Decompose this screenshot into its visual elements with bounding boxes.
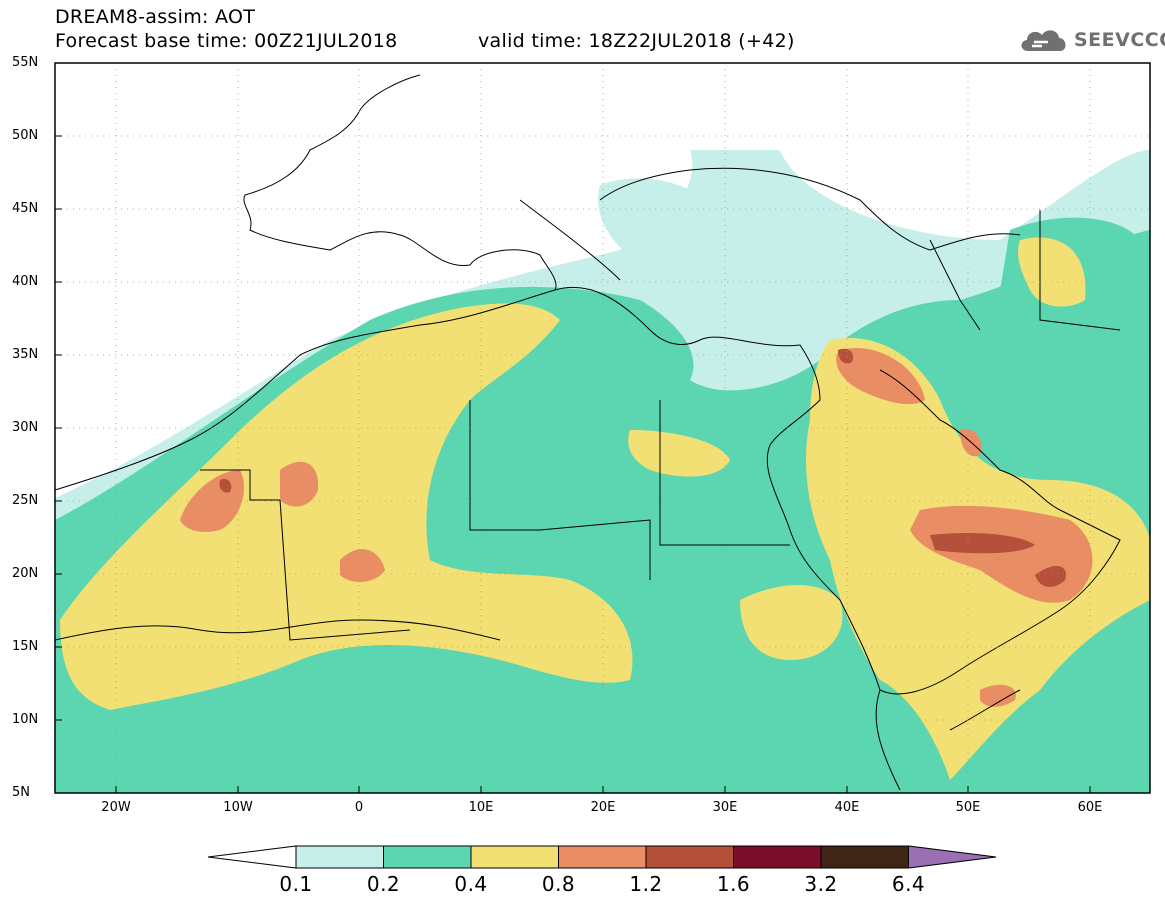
colorbar-swatch bbox=[295, 845, 384, 869]
colorbar-level-label: 0.4 bbox=[454, 872, 488, 896]
lat-label: 20N bbox=[12, 566, 39, 581]
lat-label: 30N bbox=[12, 420, 39, 435]
lat-label: 35N bbox=[12, 347, 39, 362]
logo-text: SEEVCCC bbox=[1074, 29, 1165, 51]
aot-field bbox=[55, 74, 1150, 793]
colorbar-swatch bbox=[733, 845, 822, 869]
colorbar-swatch bbox=[470, 845, 559, 869]
colorbar-level-label: 0.2 bbox=[366, 872, 401, 896]
lat-label: 15N bbox=[12, 639, 39, 654]
lon-label: 60E bbox=[1077, 800, 1103, 815]
map-title: DREAM8-assim: AOT bbox=[55, 6, 256, 28]
colorbar-level-label: 0.8 bbox=[541, 872, 576, 896]
colorbar-swatch bbox=[383, 845, 472, 869]
colorbar-level-label: 0.1 bbox=[279, 872, 313, 896]
lat-label: 55N bbox=[12, 55, 39, 70]
colorbar-level-label: 3.2 bbox=[804, 872, 838, 896]
forecast-base-time: Forecast base time: 00Z21JUL2018 bbox=[55, 30, 398, 52]
seevccc-logo: SEEVCCC bbox=[1018, 24, 1165, 56]
valid-time: valid time: 18Z22JUL2018 (+42) bbox=[478, 30, 795, 52]
lat-label: 5N bbox=[12, 785, 30, 800]
lat-label: 25N bbox=[12, 493, 39, 508]
lat-label: 50N bbox=[12, 128, 39, 143]
lat-label: 40N bbox=[12, 274, 39, 289]
colorbar-level-label: 1.2 bbox=[629, 872, 663, 896]
colorbar-low-arrow bbox=[207, 845, 297, 869]
lon-label: 0 bbox=[354, 800, 364, 815]
colorbar-swatch bbox=[558, 845, 647, 869]
colorbar-swatch bbox=[645, 845, 734, 869]
lon-label: 20W bbox=[101, 800, 131, 815]
map-frame bbox=[54, 62, 1151, 794]
lon-label: 30E bbox=[712, 800, 738, 815]
lat-label: 10N bbox=[12, 712, 39, 727]
coastlines bbox=[55, 74, 1121, 791]
graticule bbox=[55, 63, 1150, 793]
axis-ticks bbox=[55, 135, 1091, 793]
lon-label: 40E bbox=[834, 800, 860, 815]
colorbar bbox=[207, 845, 997, 869]
colorbar-high-arrow bbox=[908, 845, 997, 869]
colorbar-level-label: 6.4 bbox=[891, 872, 926, 896]
lon-label: 10E bbox=[468, 800, 494, 815]
lon-label: 20E bbox=[590, 800, 616, 815]
lon-label: 50E bbox=[955, 800, 981, 815]
lon-label: 10W bbox=[223, 800, 253, 815]
colorbar-level-label: 1.6 bbox=[716, 872, 751, 896]
cloud-icon bbox=[1021, 30, 1066, 51]
colorbar-swatch bbox=[820, 845, 909, 869]
lat-label: 45N bbox=[12, 201, 39, 216]
